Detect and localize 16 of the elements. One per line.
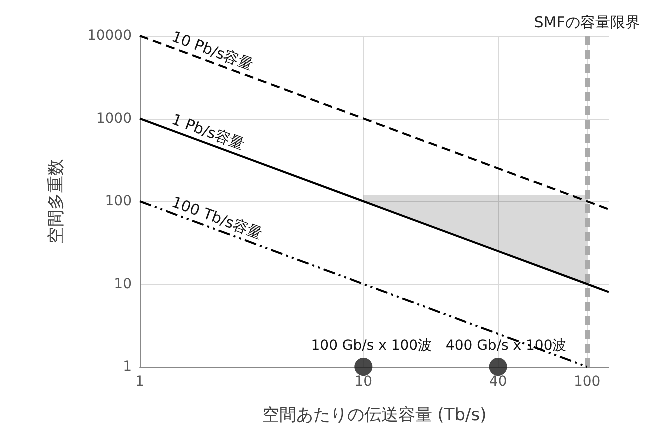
x-tick-label: 100	[574, 374, 601, 390]
x-tick-label: 1	[136, 374, 144, 390]
y-tick-label: 100	[105, 194, 132, 210]
annotation: 100 Gb/s x 100波	[311, 338, 432, 354]
y-tick-label: 1	[123, 359, 132, 375]
x-axis-title: 空間あたりの伝送容量 (Tb/s)	[262, 406, 487, 426]
y-tick-label: 1000	[96, 110, 132, 127]
ref-line-label: SMFの容量限界	[534, 14, 640, 32]
text: 100 Tb/s容量	[169, 193, 265, 243]
x-tick-label: 40	[489, 374, 508, 390]
text: 1 Pb/s容量	[169, 110, 247, 154]
y-tick-label: 10000	[87, 28, 132, 44]
x-tick-label: 10	[354, 374, 373, 390]
y-axis-title: 空間多重数	[46, 159, 66, 244]
text: 10 Pb/s容量	[169, 28, 256, 74]
y-tick-label: 10	[114, 276, 132, 292]
